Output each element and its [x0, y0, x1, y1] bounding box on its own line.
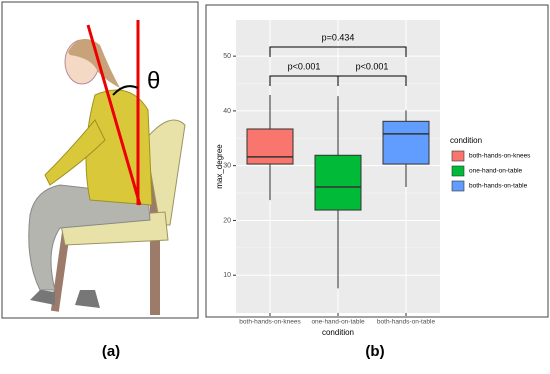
x-tick-label: one-hand-on-table: [311, 319, 365, 326]
legend-label: both-hands-on-knees: [469, 153, 531, 160]
annotation: p<0.001: [356, 61, 389, 71]
y-tick-label: 10: [223, 272, 231, 279]
y-tick-label: 50: [223, 53, 231, 60]
box: [246, 128, 294, 165]
annotation: p=0.434: [322, 32, 355, 42]
legend-title: condition: [450, 136, 482, 145]
x-axis-label: condition: [322, 328, 354, 337]
y-tick-label: 20: [223, 217, 231, 224]
legend-swatch: [451, 165, 465, 177]
significance-bracket: [337, 75, 407, 86]
legend-swatch: [451, 180, 465, 192]
significance-bracket: [269, 46, 407, 57]
legend-label: both-hands-on-table: [469, 183, 528, 190]
box: [314, 154, 362, 211]
y-tick-label: 30: [223, 163, 231, 170]
box: [382, 120, 430, 165]
annotation: p<0.001: [288, 61, 321, 71]
x-tick-label: both-hands-on-table: [377, 319, 436, 326]
y-axis-label: max_degree: [215, 144, 224, 189]
illustration: [28, 20, 186, 315]
legend-label: one-hand-on-table: [469, 168, 523, 175]
x-tick-label: both-hands-on-knees: [239, 319, 301, 326]
angle-label: θ: [147, 67, 160, 94]
panel-label: (b): [365, 343, 384, 360]
panel-label: (a): [102, 343, 120, 360]
y-tick-label: 40: [223, 108, 231, 115]
legend-swatch: [451, 150, 465, 162]
